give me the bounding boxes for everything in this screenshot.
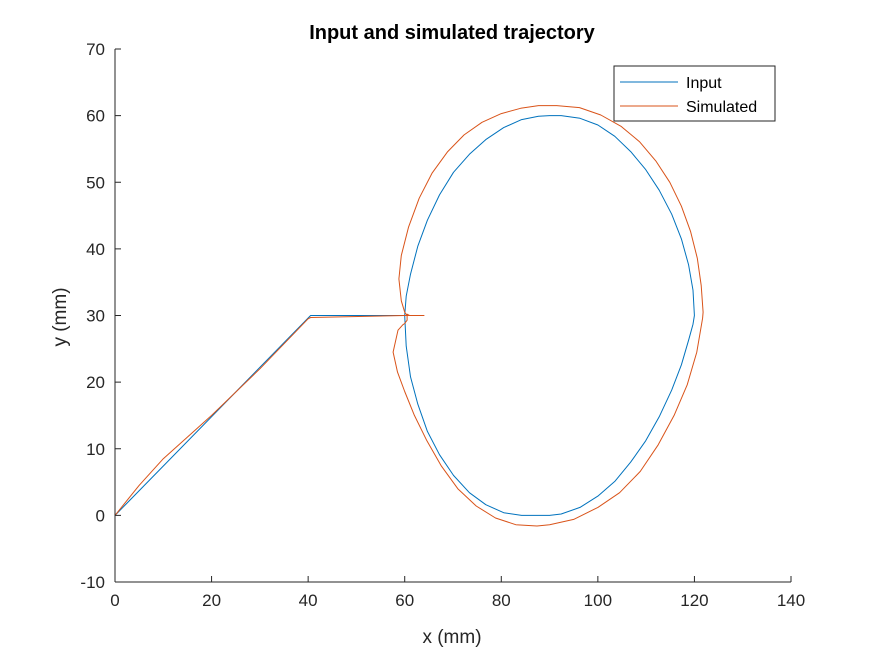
y-tick-label: 20 [86,373,105,392]
y-tick-label: 0 [96,506,105,525]
x-tick-label: 40 [299,591,318,610]
x-tick-label: 60 [395,591,414,610]
y-tick-label: 40 [86,240,105,259]
x-tick-label: 0 [110,591,119,610]
legend-label-simulated: Simulated [686,99,757,116]
x-tick-label: 80 [492,591,511,610]
legend-box [613,65,776,122]
x-axis-label: x (mm) [422,627,481,648]
legend: Input Simulated [613,65,776,122]
chart-title: Input and simulated trajectory [309,22,595,44]
legend-label-input: Input [686,75,722,92]
ticks-group: 0 20 40 60 80 100 120 140 -10 0 10 20 30 40 50 60 70 [80,40,805,610]
y-tick-label: 10 [86,440,105,459]
y-tick-label: 50 [86,173,105,192]
series-line-input [114,115,695,516]
series-group [114,105,704,527]
x-tick-label: 20 [202,591,221,610]
series-line-simulated [114,105,704,527]
y-tick-label: 70 [86,40,105,59]
x-tick-label: 120 [680,591,708,610]
x-tick-label: 140 [777,591,805,610]
plot-area: 0 20 40 60 80 100 120 140 -10 0 10 20 30 40 50 60 70 [80,40,805,610]
y-axis-label: y (mm) [50,287,71,346]
y-tick-label: -10 [80,573,105,592]
y-tick-label: 30 [86,307,105,326]
x-tick-label: 100 [584,591,612,610]
y-tick-label: 60 [86,107,105,126]
